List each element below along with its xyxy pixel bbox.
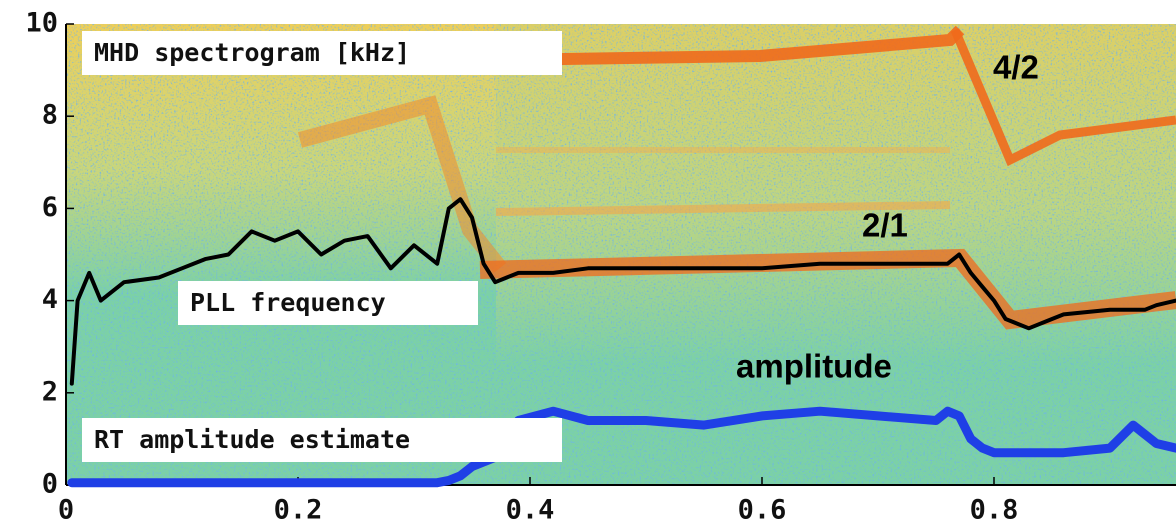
x-tick-label: 0.8 (970, 495, 1019, 525)
x-tick-label: 0 (58, 495, 74, 525)
legend-box (178, 281, 478, 325)
spectrogram (66, 24, 1176, 485)
y-tick-label: 0 (42, 469, 58, 500)
x-tick-label: 0.2 (274, 495, 323, 525)
ticks: 0 2 4 6 8 10 0 0.2 0.4 0.6 0.8 (25, 8, 1176, 525)
x-tick-label: 0.4 (506, 495, 555, 525)
series-line (69, 197, 1176, 386)
annotation: 2/1 (862, 207, 908, 244)
label-box: MHD spectrogram [kHz] PLL frequency RT a… (82, 31, 562, 462)
x-tick-label: 0.6 (738, 495, 787, 525)
annotation: amplitude (736, 348, 892, 385)
y-tick-label: 4 (42, 284, 58, 315)
y-tick-label: 10 (25, 8, 58, 39)
legend-label: PLL frequency (190, 288, 386, 317)
y-tick-label: 8 (42, 100, 58, 131)
chart-title: MHD spectrogram [kHz] (94, 38, 410, 67)
y-tick-label: 2 (42, 376, 58, 407)
annotation: 4/2 (993, 49, 1039, 86)
y-tick-label: 6 (42, 192, 58, 223)
legend-label: RT amplitude estimate (94, 425, 410, 454)
title-box (82, 31, 562, 75)
legend-box (82, 418, 562, 462)
